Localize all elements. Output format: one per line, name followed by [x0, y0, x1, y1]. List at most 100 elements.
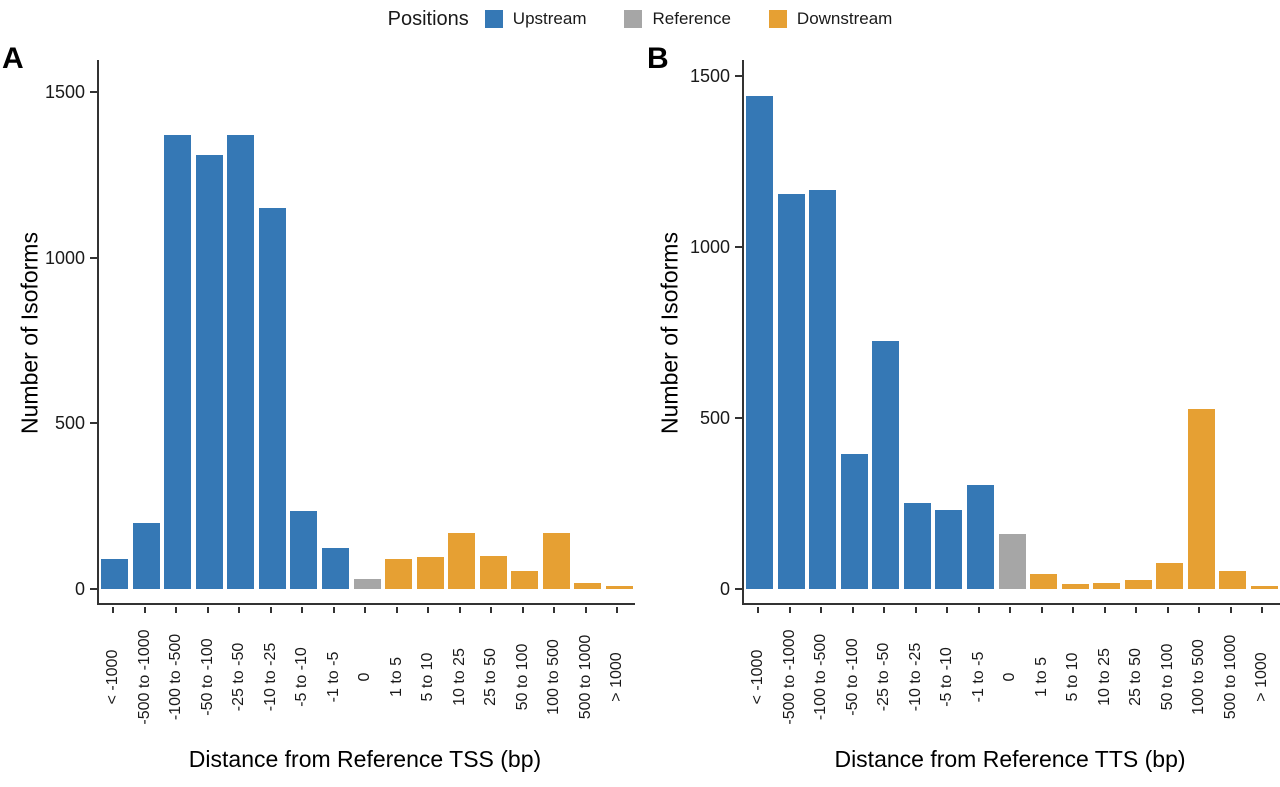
x-slot--1-to--5: -1 to -5	[318, 607, 350, 747]
x-slot--10-to--25: -10 to -25	[900, 607, 932, 747]
bar--100-to--500	[164, 135, 192, 589]
x-slot-5-to-10: 5 to 10	[1057, 607, 1089, 747]
x-slot--100-to--500: -100 to -500	[805, 607, 837, 747]
bar--500-to--1000	[132, 522, 160, 589]
x-tick-label--1-to--5: -1 to -5	[324, 651, 342, 703]
x-slot--25-to--50: -25 to -50	[223, 607, 255, 747]
bar-10-to-25	[448, 532, 476, 589]
x-tick-label-1-to-5: 1 to 5	[387, 656, 405, 698]
y-tick-label-0: 0	[74, 579, 85, 599]
y-tick-1500	[735, 74, 742, 77]
bar--10-to--25	[903, 503, 931, 589]
bar-500-to-1000	[1219, 570, 1247, 589]
x-slot--50-to--100: -50 to -100	[192, 607, 224, 747]
y-tick-label-1500: 1500	[689, 65, 730, 86]
x-tick-label--5-to--10: -5 to -10	[938, 647, 956, 707]
panel-b: B Number of Isoforms 0 500 1000 1500 < -100…	[640, 0, 1280, 787]
legend-label-reference: Reference	[652, 9, 731, 28]
bar-1-to-5	[385, 559, 413, 589]
x-slot-<--1000: < -1000	[97, 607, 129, 747]
x-tick-label-5-to-10: 5 to 10	[419, 652, 437, 702]
y-tick-500	[735, 416, 742, 419]
x-tick-label-<--1000: < -1000	[104, 649, 121, 705]
bar-0	[353, 579, 381, 589]
bar-<--1000	[746, 96, 774, 589]
x-slot->-1000: > 1000	[601, 607, 633, 747]
x-tick	[553, 607, 556, 613]
x-tick-label--50-to--100: -50 to -100	[843, 638, 861, 716]
x-tick	[490, 607, 493, 613]
x-tick-label--100-to--500: -100 to -500	[167, 633, 185, 721]
x-tick	[820, 607, 823, 613]
x-tick	[914, 607, 917, 613]
x-slot--100-to--500: -100 to -500	[160, 607, 192, 747]
legend-label-downstream: Downstream	[796, 9, 893, 28]
x-tick	[584, 607, 587, 613]
x-tick	[238, 607, 241, 613]
x-slot--500-to--1000: -500 to -1000	[774, 607, 806, 747]
y-tick-label-1000: 1000	[44, 247, 85, 268]
legend-swatch-upstream	[484, 10, 503, 28]
x-tick-label-10-to-25: 10 to 25	[1095, 648, 1113, 706]
legend-label-upstream: Upstream	[512, 9, 587, 28]
y-tick-label-1500: 1500	[44, 82, 85, 103]
x-slot-0: 0	[994, 607, 1026, 747]
bar-50-to-100	[511, 571, 539, 589]
panel-letter-a: A	[2, 42, 24, 75]
x-tick-label--10-to--25: -10 to -25	[906, 642, 924, 712]
x-slot-<--1000: < -1000	[742, 607, 774, 747]
x-slot--1-to--5: -1 to -5	[963, 607, 995, 747]
bar-5-to-10	[416, 556, 444, 589]
x-tick	[427, 607, 430, 613]
y-tick-label-500: 500	[699, 407, 730, 428]
y-tick-500	[90, 422, 97, 425]
x-axis-labels-b: < -1000 -500 to -1000 -100 to -500 -50 to -…	[742, 607, 1278, 747]
x-axis-title-b: Distance from Reference TTS (bp)	[834, 746, 1186, 772]
x-slot--500-to--1000: -500 to -1000	[129, 607, 161, 747]
bar--100-to--500	[809, 190, 837, 589]
x-tick-label-1-to-5: 1 to 5	[1032, 656, 1050, 698]
x-slot-50-to-100: 50 to 100	[1152, 607, 1184, 747]
x-tick	[1103, 607, 1106, 613]
x-slot->-1000: > 1000	[1246, 607, 1278, 747]
y-axis-title-b: Number of Isoforms	[656, 232, 683, 434]
bar->-1000	[1250, 585, 1278, 589]
bar--25-to--50	[227, 135, 255, 589]
y-tick-0	[735, 588, 742, 590]
x-tick	[269, 607, 272, 613]
bar--50-to--100	[840, 453, 868, 589]
y-tick-label-1000: 1000	[689, 236, 730, 257]
x-tick-label-50-to-100: 50 to 100	[1158, 643, 1176, 711]
x-slot-1-to-5: 1 to 5	[1026, 607, 1058, 747]
x-slot--5-to--10: -5 to -10	[931, 607, 963, 747]
bar-50-to-100	[1156, 563, 1184, 589]
x-tick-label-25-to-50: 25 to 50	[482, 648, 500, 706]
legend-item-reference: Reference	[624, 9, 731, 29]
x-tick	[977, 607, 980, 613]
bar-25-to-50	[479, 555, 507, 589]
x-tick	[364, 607, 367, 613]
x-slot-500-to-1000: 500 to 1000	[570, 607, 602, 747]
x-slot-50-to-100: 50 to 100	[507, 607, 539, 747]
y-tick-1000	[735, 245, 742, 248]
x-tick	[332, 607, 335, 613]
bar--5-to--10	[935, 510, 963, 589]
x-slot-0: 0	[349, 607, 381, 747]
bar--5-to--10	[290, 511, 318, 589]
x-tick	[851, 607, 854, 613]
y-tick-0	[90, 588, 97, 590]
x-slot-10-to-25: 10 to 25	[1089, 607, 1121, 747]
x-slot--25-to--50: -25 to -50	[868, 607, 900, 747]
x-tick-label-100-to-500: 100 to 500	[1190, 639, 1208, 715]
bar-10-to-25	[1093, 582, 1121, 589]
y-tick-1500	[90, 91, 97, 94]
x-tick	[1135, 607, 1138, 613]
bar--500-to--1000	[777, 193, 805, 589]
x-tick	[757, 607, 759, 613]
x-slot-25-to-50: 25 to 50	[1120, 607, 1152, 747]
x-tick	[458, 607, 461, 613]
x-tick-label--5-to--10: -5 to -10	[293, 647, 311, 707]
legend-item-upstream: Upstream	[484, 9, 587, 29]
x-tick-label-5-to-10: 5 to 10	[1064, 652, 1082, 702]
bar-500-to-1000	[574, 583, 602, 589]
